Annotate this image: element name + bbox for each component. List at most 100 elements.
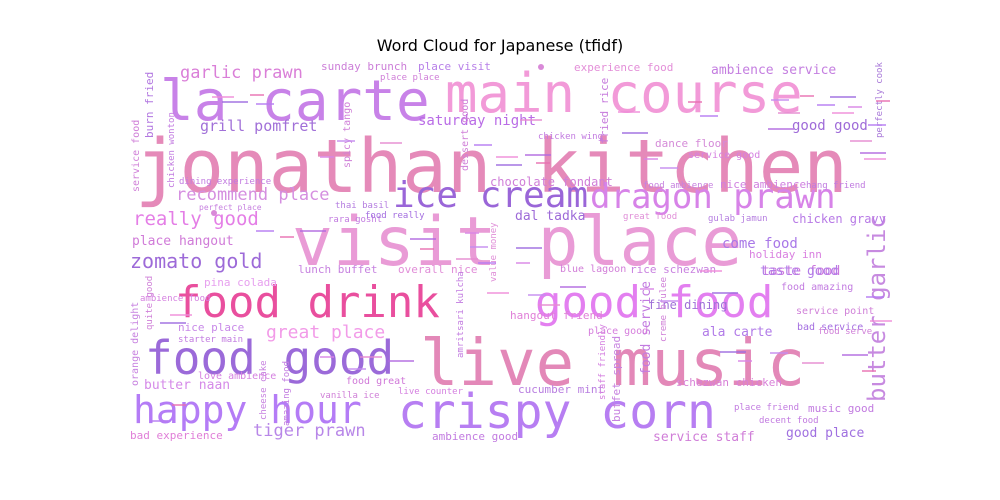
word-place-hangout: place hangout [132, 234, 234, 249]
filler-word [525, 154, 551, 156]
word-buffet-spread: buffet spread [610, 336, 623, 422]
word-hang-friend: hang friend [806, 181, 866, 191]
word-tiger-prawn: tiger prawn [253, 421, 366, 441]
filler-word [516, 262, 530, 264]
filler-word [496, 156, 518, 158]
word-great-food: great food [623, 212, 677, 222]
filler-word [280, 236, 294, 238]
word-creme-brulee: creme brulee [659, 277, 669, 342]
filler-word [800, 95, 814, 97]
filler-word [170, 314, 192, 316]
filler-word [487, 292, 509, 294]
word-jonathan-kitchen: jonathan kitchen [135, 124, 848, 210]
word-staff-friendly: staff friendly [598, 324, 608, 400]
filler-word [660, 300, 678, 302]
filler-word [478, 262, 496, 264]
filler-word [700, 270, 722, 272]
word-ambience-good: ambience good [432, 430, 518, 443]
word-spicy-tango: spicy tango [342, 102, 353, 168]
word-food-ambience: food ambience [643, 181, 713, 191]
filler-word [862, 370, 876, 372]
word-nice-ambience: nice ambience [720, 178, 806, 191]
filler-word [380, 142, 402, 144]
word-fried-rice: fried rice [598, 78, 611, 144]
filler-word [771, 99, 789, 101]
word-chocolate-fondant: chocolate fondant [490, 175, 613, 189]
filler-word [622, 132, 648, 134]
word-main-course: main course [445, 62, 803, 125]
filler-word [320, 356, 334, 358]
word-happy-hour: happy hour [133, 388, 362, 432]
word-bad-experience: bad experience [130, 429, 223, 442]
word-garlic-prawn: garlic prawn [180, 63, 303, 83]
filler-word [496, 164, 522, 166]
word-cheese-cake: cheese cake [259, 360, 269, 420]
word-dal-tadka: dal tadka [515, 209, 585, 224]
word-taste-food: taste food [762, 264, 840, 279]
word-chicken-wing: chicken wing [538, 132, 603, 142]
filler-word [456, 258, 478, 260]
word-love-ambience: love ambience [198, 371, 276, 382]
word-vanilla-ice: vanilla ice [320, 391, 380, 401]
filler-word [688, 101, 702, 103]
dot-mark [538, 64, 544, 70]
word-dessert-good: dessert good [460, 99, 471, 171]
word-good-place: good place [786, 426, 864, 441]
word-visit-place: visit place [292, 203, 742, 282]
word-place-good: place good [588, 326, 648, 337]
word-value-money: value money [489, 222, 499, 282]
word-really-good: really good [133, 208, 259, 230]
filler-word [560, 286, 586, 288]
word-amritsari-kulcha: amritsari kulcha [456, 271, 466, 358]
filler-word [640, 288, 654, 290]
word-la-carte: la carte [160, 69, 430, 134]
filler-word [618, 111, 640, 113]
word-ice-cream: ice cream [393, 175, 588, 216]
filler-word [720, 351, 746, 353]
word-service-food: service food [131, 120, 142, 192]
filler-word [300, 230, 326, 232]
word-ambience-food: ambience food [140, 294, 210, 304]
word-grill-pomfret: grill pomfret [200, 117, 317, 135]
word-schezwan-chicken: schezwan chicken [676, 376, 782, 389]
word-perfect-place: perfect place [199, 203, 262, 212]
word-great-place: great place [266, 322, 385, 343]
filler-word [770, 352, 788, 354]
word-holiday-inn: holiday inn [749, 248, 822, 261]
word-butter-naan: butter naan [144, 378, 230, 393]
word-recommend-place: recommend place [176, 185, 330, 205]
word-dragon-prawn: dragon prawn [590, 177, 836, 217]
filler-word [348, 368, 366, 370]
word-place-place: place place [380, 73, 440, 83]
filler-word [538, 304, 560, 306]
filler-word [516, 247, 542, 249]
word-hangout-friend: hangout friend [510, 309, 603, 322]
filler-word [150, 420, 168, 422]
word-food-really: food really [365, 211, 425, 221]
word-sunday-brunch: sunday brunch [321, 60, 407, 73]
filler-word [868, 124, 886, 126]
word-decent-food: decent food [759, 416, 819, 426]
word-come-food: come food [722, 236, 798, 252]
word-chicken-wonton: chicken wonton [167, 112, 177, 188]
filler-word [470, 246, 488, 248]
filler-word [660, 167, 678, 169]
word-rice-schezwan: rice schezwan [630, 263, 716, 276]
word-music-good: music good [808, 402, 874, 415]
word-service-good: service good [688, 150, 760, 161]
word-thai-basil: thai basil [335, 201, 389, 211]
word-place-visit: place visit [418, 60, 491, 73]
word-ambience-service: ambience service [711, 63, 836, 78]
word-food-great: food great [346, 376, 406, 387]
word-service-staff: service staff [653, 430, 755, 445]
filler-word [536, 162, 550, 164]
word-dining-experience: dining experience [179, 177, 271, 187]
filler-word [222, 101, 248, 103]
word-food-service: food service [639, 281, 654, 375]
word-quite-good: quite good [145, 276, 155, 330]
filler-word [850, 140, 872, 142]
filler-word [817, 104, 835, 106]
filler-word [832, 112, 854, 114]
